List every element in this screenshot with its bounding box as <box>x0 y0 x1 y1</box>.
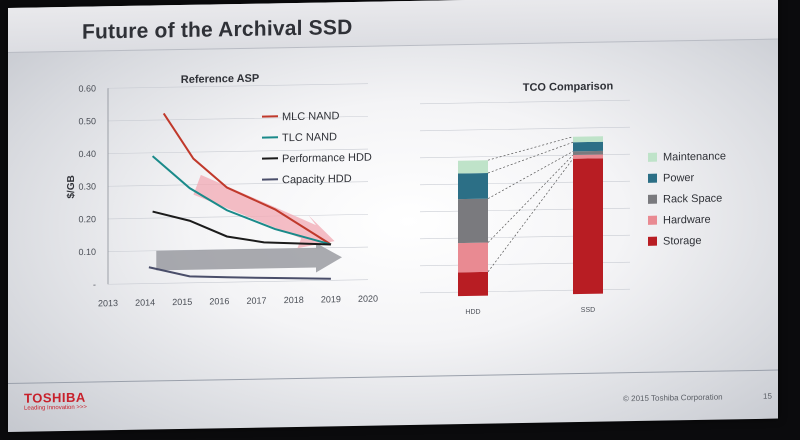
gridline <box>108 116 368 122</box>
legend-label: Rack Space <box>663 193 722 206</box>
page-number: 15 <box>763 391 772 401</box>
charts-canvas: Reference ASP $/GB 0.60 0.50 0.40 0.30 0.20 0.1… <box>66 73 726 316</box>
bar-segment-ssd-rack-space <box>573 150 603 156</box>
legend-label: Performance HDD <box>282 152 372 166</box>
x-tick-label: 2020 <box>358 294 378 304</box>
x-tick-label: 2016 <box>209 296 229 306</box>
slide: Future of the Archival SSD Reference ASP… <box>8 0 778 432</box>
x-tick-label: 2013 <box>98 298 118 308</box>
legend-label: MLC NAND <box>282 110 340 123</box>
gridline <box>108 83 368 89</box>
y-tick-label: 0.40 <box>78 149 96 159</box>
bar-segment-ssd-hardware <box>573 154 603 159</box>
x-tick-label: 2015 <box>172 297 192 307</box>
gridline <box>420 99 630 105</box>
x-tick-label: 2019 <box>321 294 341 304</box>
y-tick-label: 0.10 <box>78 247 96 257</box>
bar-segment-ssd-maintenance <box>573 136 603 143</box>
series-line-mlc-nand <box>162 112 332 246</box>
y-axis-label: $/GB <box>66 175 77 199</box>
logo-tagline: Leading Innovation >>> <box>24 404 87 412</box>
tco-connector <box>487 136 574 161</box>
legend-swatch <box>648 152 657 162</box>
bar-segment-hdd-hardware <box>458 242 488 273</box>
bar-category-label: SSD <box>581 307 595 314</box>
legend-swatch <box>648 173 657 183</box>
gridline <box>108 181 368 187</box>
legend-label: Storage <box>663 235 702 248</box>
legend-label: Hardware <box>663 214 711 227</box>
x-tick-label: 2017 <box>247 295 267 305</box>
line-chart-title: Reference ASP <box>181 73 259 86</box>
y-tick-label: 0.30 <box>78 181 96 191</box>
bar-category-label: HDD <box>465 309 480 316</box>
x-tick-label: 2018 <box>284 295 304 305</box>
bar-segment-hdd-rack-space <box>458 198 488 244</box>
tco-connector <box>487 154 574 243</box>
bar-segment-hdd-maintenance <box>458 160 488 174</box>
bar-segment-hdd-storage <box>458 271 488 297</box>
y-tick-label: 0.50 <box>78 116 96 126</box>
series-line-tlc-nand <box>151 155 332 246</box>
legend-label: Capacity HDD <box>282 173 352 186</box>
y-tick-label: 0.60 <box>78 83 96 93</box>
legend-swatch <box>648 194 657 204</box>
bar-chart-title: TCO Comparison <box>523 80 614 94</box>
bar-segment-ssd-storage <box>573 158 603 295</box>
gridline <box>108 214 368 220</box>
tco-connector <box>487 158 574 273</box>
legend-swatch <box>648 215 657 225</box>
series-line-capacity-hdd <box>148 266 331 280</box>
x-tick-label: 2014 <box>135 297 155 307</box>
hdd-trend-arrow <box>156 243 342 273</box>
y-tick-label: - <box>93 279 96 289</box>
y-tick-label: 0.20 <box>78 214 96 224</box>
tco-connector <box>487 141 574 174</box>
series-line-performance-hdd <box>152 210 331 246</box>
bar-segment-ssd-power <box>573 141 603 152</box>
bar-segment-hdd-power <box>458 173 488 200</box>
legend-label: TLC NAND <box>282 131 337 144</box>
legend-label: Power <box>663 172 695 185</box>
gridline <box>108 148 368 154</box>
tco-connector <box>487 151 574 199</box>
legend-label: Maintenance <box>663 150 726 163</box>
toshiba-logo: TOSHIBA <box>24 389 86 406</box>
gridline <box>420 126 630 132</box>
nand-trend-arrow <box>193 174 335 249</box>
copyright-text: © 2015 Toshiba Corporation <box>623 392 723 404</box>
legend-swatch <box>648 236 657 246</box>
gridline <box>108 279 368 285</box>
